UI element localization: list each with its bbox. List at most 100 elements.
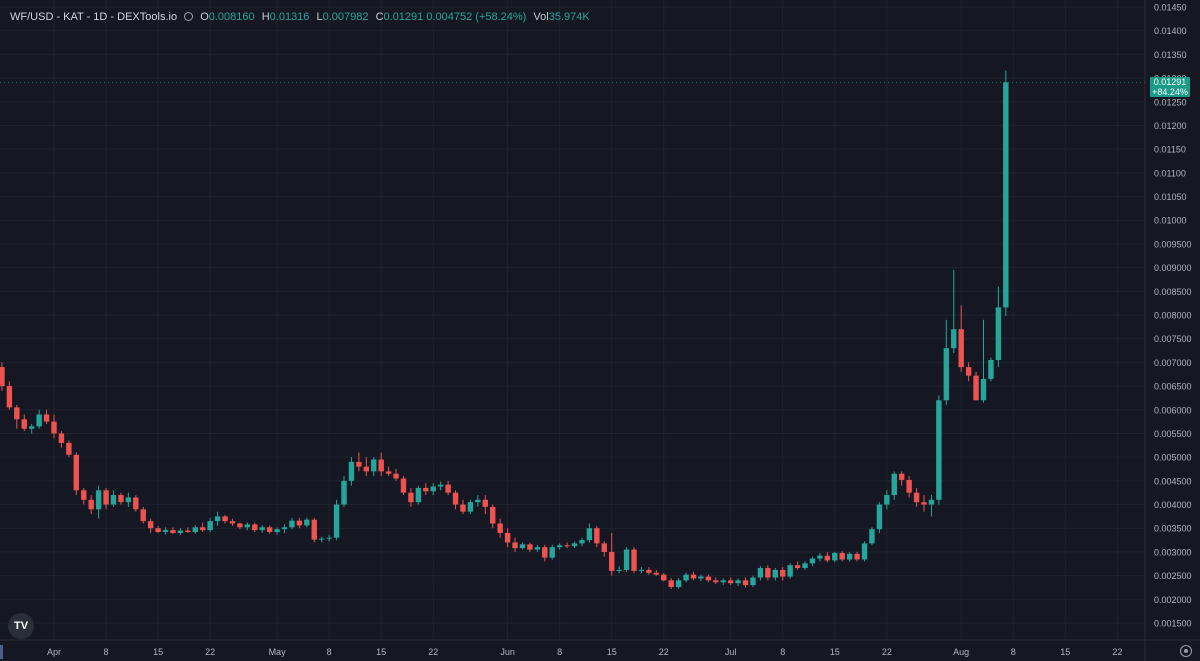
candle-body [58,433,65,443]
candle-body [170,530,176,533]
low-label: L [316,11,323,23]
last-price-change: +84.24% [1152,87,1188,97]
x-tick-label: Aug [953,647,969,657]
candle-body [192,527,198,533]
change-value: 0.004752 (+58.24%) [426,11,527,23]
y-tick-label: 0.002500 [1154,571,1192,581]
candle-body [81,490,87,500]
candle-body [185,530,191,533]
y-tick-label: 0.004000 [1154,500,1192,510]
x-tick-label: 15 [153,647,163,657]
candle-body [296,520,303,526]
x-tick-label: 8 [1011,647,1016,657]
high-label: H [261,11,270,23]
candle-body [504,532,511,543]
candle-body [140,509,146,522]
candle-body [36,414,42,427]
candle-body [943,348,950,401]
candle-body [601,543,607,552]
open-value: 0.008160 [208,11,255,23]
close-value: 0.01291 [383,11,424,23]
candle-body [891,473,897,496]
candle-body [482,499,488,507]
x-tick-label: 15 [376,647,386,657]
candle-body [661,574,667,581]
x-tick-label: 8 [104,647,109,657]
candle-body [720,580,726,583]
candle-body [21,419,27,429]
candle-body [876,504,883,530]
candle-body [742,580,749,586]
candle-body [623,549,630,570]
candle-body [437,484,444,487]
candle-body [289,520,295,528]
candle-body [913,492,920,503]
candle-body [698,576,704,579]
candle-body [259,527,265,531]
candle-body [400,478,407,493]
y-tick-label: 0.004500 [1154,476,1192,486]
logo-text: TV [13,620,29,632]
x-tick-label: Apr [47,647,61,657]
candle-body [430,486,436,492]
candle-body [631,549,637,571]
y-tick-label: 0.009500 [1154,239,1192,249]
tradingview-logo-icon[interactable]: TV [8,613,34,639]
candle-body [519,544,526,549]
candle-body [452,492,459,505]
candle-body [445,484,451,493]
candle-body [512,542,518,549]
candle-body [542,547,548,558]
candle-body [958,329,964,368]
candle-body [356,461,362,467]
candle-body [928,499,935,505]
volume-value: 35.974K [548,11,590,23]
candle-body [118,495,124,503]
candle-body [609,551,615,571]
candle-body [854,553,860,560]
candle-body [705,576,712,581]
candle-body [274,529,280,533]
y-tick-label: 0.001500 [1154,619,1192,629]
y-tick-label: 0.003000 [1154,547,1192,557]
gear-icon[interactable] [1180,645,1192,657]
x-tick-label: 22 [428,647,438,657]
candles [0,70,1009,589]
candle-body [14,407,20,420]
candle-body [713,580,719,583]
y-tick-label: 0.01400 [1154,26,1187,36]
candle-body [385,471,392,474]
scroll-handle[interactable] [0,645,3,659]
candle-body [884,495,890,505]
candle-body [200,527,206,531]
candle-body [133,497,139,510]
y-tick-label: 0.002000 [1154,595,1192,605]
candle-body [147,521,154,529]
candle-body [214,516,221,522]
y-tick-label: 0.007000 [1154,358,1192,368]
candle-body [936,400,942,500]
last-price-value: 0.01291 [1153,77,1187,87]
candle-body [460,504,466,512]
candle-body [6,386,13,408]
candle-body [311,519,317,540]
candle-body [846,553,853,560]
candle-body [668,580,674,587]
candle-body [266,527,273,533]
y-tick-label: 0.008500 [1154,287,1192,297]
candle-body [906,479,912,493]
candle-body [73,454,80,491]
x-tick-label: 22 [1112,647,1122,657]
candle-body [51,421,57,434]
symbol-title[interactable]: WF/USD - KAT - 1D - DEXTools.io [10,11,178,23]
x-tick-label: 22 [205,647,215,657]
candle-body [794,565,801,569]
x-tick-label: 15 [1060,647,1070,657]
candle-body [817,555,823,559]
candle-body [393,473,399,479]
candle-body [646,569,652,573]
y-tick-label: 0.006000 [1154,405,1192,415]
